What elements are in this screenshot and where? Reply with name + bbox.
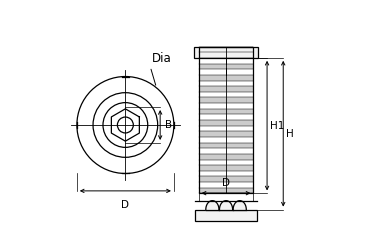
Bar: [199, 52, 253, 58]
Text: B: B: [165, 120, 172, 130]
Polygon shape: [220, 201, 233, 209]
Bar: [199, 98, 253, 103]
Bar: [199, 75, 253, 80]
Text: H1: H1: [270, 120, 284, 130]
Bar: [194, 47, 258, 58]
Bar: [199, 109, 253, 114]
Bar: [199, 176, 253, 182]
Polygon shape: [206, 201, 219, 209]
Polygon shape: [233, 201, 246, 209]
Bar: [199, 86, 253, 92]
Bar: [195, 210, 257, 221]
Bar: [199, 188, 253, 193]
Bar: [199, 131, 253, 137]
Bar: [199, 142, 253, 148]
Text: D: D: [121, 200, 129, 209]
Bar: [199, 120, 253, 126]
Bar: [199, 64, 253, 69]
Text: I: I: [225, 68, 228, 78]
Text: Dia: Dia: [152, 52, 171, 65]
Text: H: H: [286, 129, 294, 139]
Text: D: D: [222, 178, 230, 188]
Bar: [199, 47, 253, 193]
Bar: [199, 165, 253, 171]
Bar: [199, 47, 253, 193]
Bar: [199, 154, 253, 160]
